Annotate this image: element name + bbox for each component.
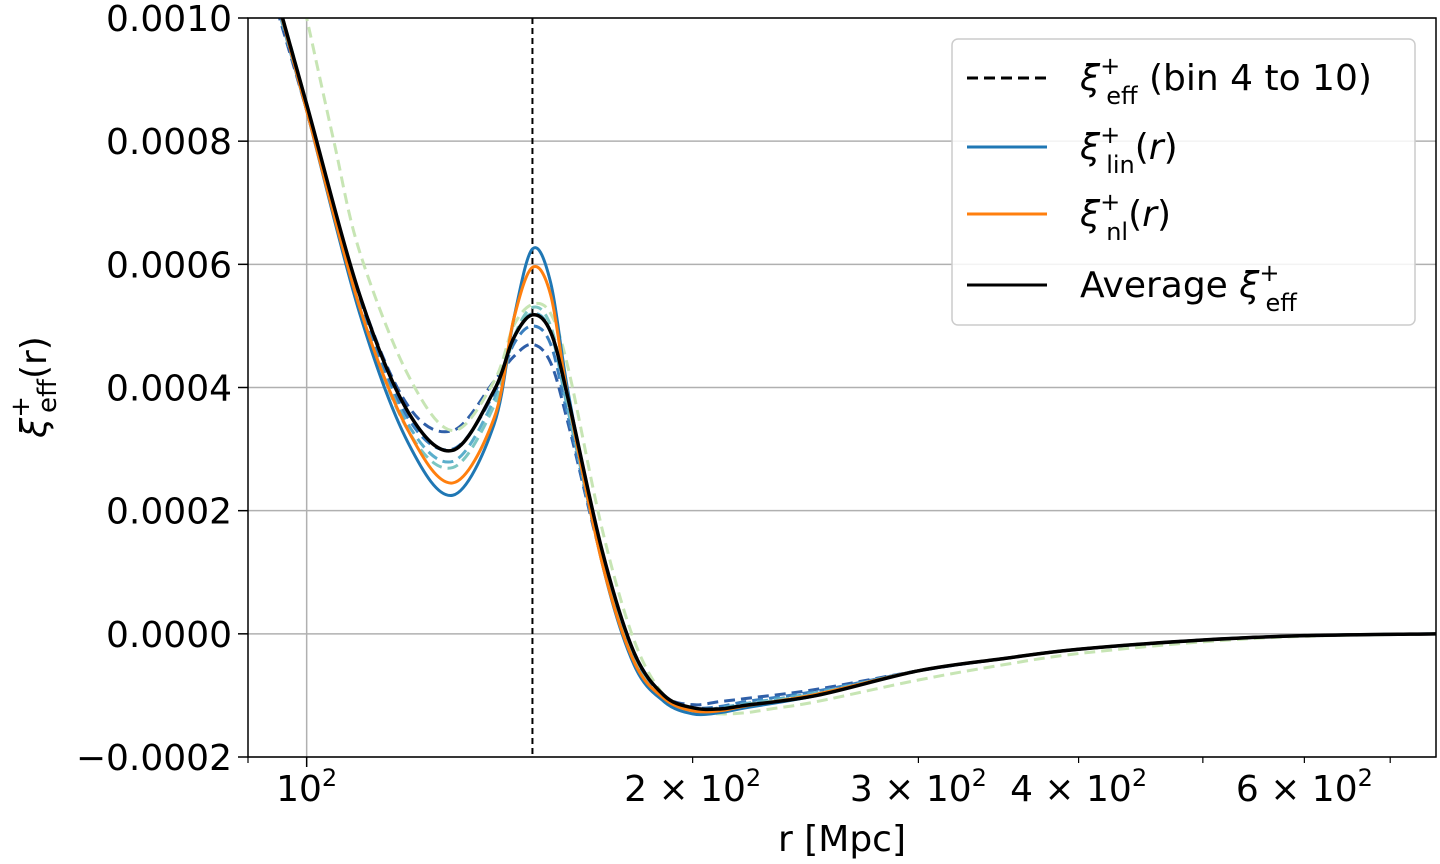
x-tick-label: 3 × 102 <box>850 764 987 810</box>
y-axis-label: ξ+eff(r) <box>6 336 63 439</box>
y-axis-ticks: −0.0002 0.0000 0.0002 0.0004 0.0006 0.0008 0.0… <box>76 0 248 779</box>
y-tick-label: −0.0002 <box>76 738 232 779</box>
legend-label: Average ξ+ eff <box>1080 259 1297 317</box>
y-tick-label: 0.0002 <box>106 492 232 533</box>
y-tick-label: 0.0000 <box>106 615 232 656</box>
series-line-bin-9 <box>305 18 1436 716</box>
legend-label: ξ+ lin(r) <box>1079 121 1178 179</box>
y-tick-label: 0.0006 <box>106 245 232 286</box>
legend-box <box>951 38 1416 326</box>
y-label-sub: eff <box>33 378 63 413</box>
legend: ξ+ eff (bin 4 to 10) ξ+ lin(r) ξ+ nl(r) Averag… <box>951 38 1416 326</box>
x-axis-ticks: 102 2 × 102 3 × 102 4 × 102 6 × 102 <box>247 757 1391 810</box>
y-tick-label: 0.0010 <box>106 0 232 40</box>
y-tick-label: 0.0008 <box>106 122 232 163</box>
x-tick-label: 2 × 102 <box>624 764 761 810</box>
y-label-tail: (r) <box>14 336 55 379</box>
y-label-sup: + <box>6 396 36 418</box>
x-axis-label: r [Mpc] <box>778 819 906 860</box>
x-tick-label: 6 × 102 <box>1236 764 1373 810</box>
y-tick-label: 0.0004 <box>106 369 232 410</box>
legend-label: ξ+ nl(r) <box>1079 188 1171 246</box>
x-tick-label: 102 <box>276 764 337 810</box>
series-line-average <box>280 18 1436 712</box>
x-tick-label: 4 × 102 <box>1010 764 1147 810</box>
y-label-base: ξ <box>14 417 55 439</box>
series-group <box>277 18 1436 717</box>
legend-label: ξ+ eff (bin 4 to 10) <box>1079 52 1372 110</box>
